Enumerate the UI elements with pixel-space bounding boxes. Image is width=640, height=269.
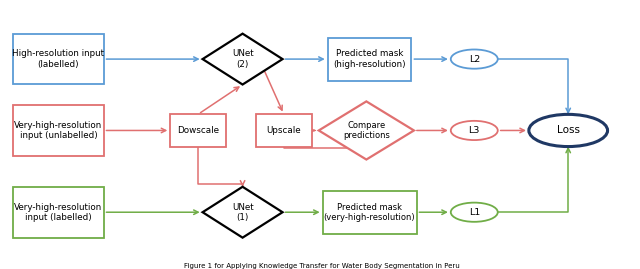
Text: Predicted mask
(very-high-resolution): Predicted mask (very-high-resolution) bbox=[324, 203, 415, 222]
Text: Loss: Loss bbox=[557, 125, 580, 136]
FancyBboxPatch shape bbox=[328, 38, 412, 80]
Polygon shape bbox=[319, 101, 414, 160]
FancyBboxPatch shape bbox=[13, 105, 104, 156]
FancyBboxPatch shape bbox=[256, 114, 312, 147]
Text: High-resolution input
(labelled): High-resolution input (labelled) bbox=[13, 49, 104, 69]
Circle shape bbox=[451, 49, 498, 69]
Text: L3: L3 bbox=[468, 126, 480, 135]
FancyBboxPatch shape bbox=[323, 191, 417, 234]
FancyBboxPatch shape bbox=[13, 187, 104, 238]
FancyBboxPatch shape bbox=[13, 34, 104, 84]
Polygon shape bbox=[203, 34, 283, 84]
Polygon shape bbox=[203, 187, 283, 238]
Text: Very-high-resolution
input (unlabelled): Very-high-resolution input (unlabelled) bbox=[14, 121, 102, 140]
Text: Compare
predictions: Compare predictions bbox=[343, 121, 390, 140]
Text: UNet
(2): UNet (2) bbox=[232, 49, 253, 69]
Text: Very-high-resolution
input (labelled): Very-high-resolution input (labelled) bbox=[14, 203, 102, 222]
Text: L1: L1 bbox=[468, 208, 480, 217]
Circle shape bbox=[451, 121, 498, 140]
Circle shape bbox=[529, 114, 607, 147]
Circle shape bbox=[451, 203, 498, 222]
Text: Predicted mask
(high-resolution): Predicted mask (high-resolution) bbox=[333, 49, 406, 69]
Text: UNet
(1): UNet (1) bbox=[232, 203, 253, 222]
Text: Upscale: Upscale bbox=[266, 126, 301, 135]
FancyBboxPatch shape bbox=[170, 114, 226, 147]
Text: Dowscale: Dowscale bbox=[177, 126, 219, 135]
Text: Figure 1 for Applying Knowledge Transfer for Water Body Segmentation in Peru: Figure 1 for Applying Knowledge Transfer… bbox=[184, 263, 460, 269]
Text: L2: L2 bbox=[468, 55, 480, 63]
